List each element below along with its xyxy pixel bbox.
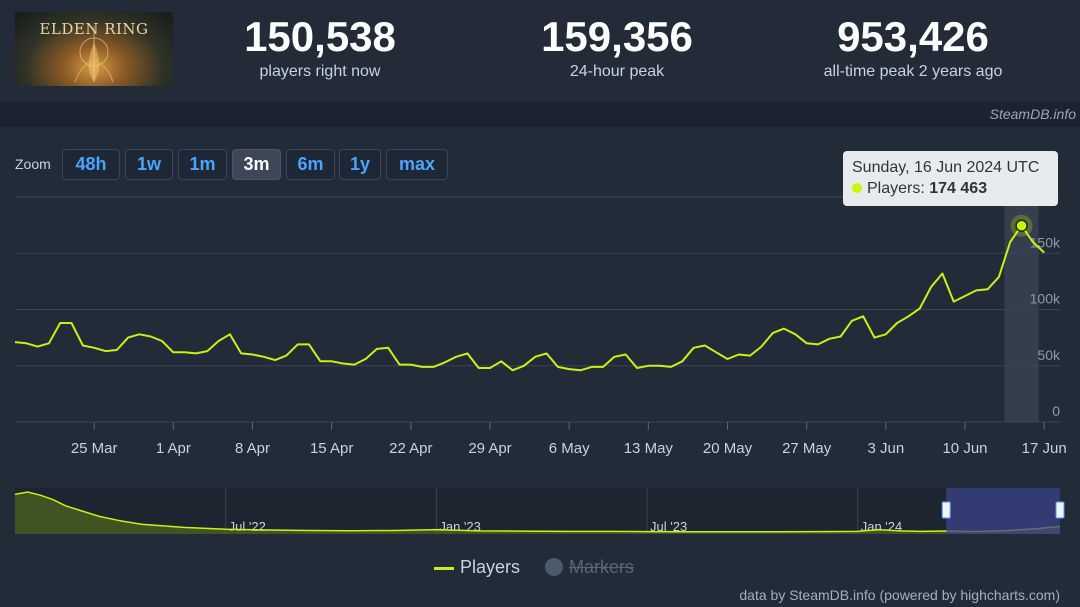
x-tick-label: 1 Apr: [156, 440, 191, 457]
navigator-selected-range[interactable]: [946, 488, 1060, 534]
navigator-handle-right[interactable]: [1055, 501, 1065, 519]
stat-label: all-time peak 2 years ago: [823, 63, 1003, 80]
chart-tooltip: Sunday, 16 Jun 2024 UTC Players: 174 463: [843, 151, 1058, 206]
legend-item-markers[interactable]: Markers: [545, 557, 634, 578]
legend-label-markers: Markers: [569, 557, 635, 577]
x-tick-label: 8 Apr: [235, 440, 270, 457]
game-logo-text: ELDEN RING: [39, 20, 149, 38]
tooltip-row: Players: 174 463: [852, 179, 1049, 199]
x-tick-label: 29 Apr: [468, 440, 511, 457]
navigator-x-label: Jul '23: [650, 519, 687, 534]
x-tick-label: 25 Mar: [71, 440, 118, 457]
stat-24h-peak: 159,356 24-hour peak: [487, 14, 747, 81]
y-tick-label: 50k: [1037, 347, 1061, 363]
tooltip-date: Sunday, 16 Jun 2024 UTC: [852, 159, 1040, 176]
players-series-line: [14, 224, 1045, 372]
stat-value: 159,356: [541, 13, 693, 60]
data-credit-link[interactable]: data by SteamDB.info (powered by highcha…: [739, 587, 1060, 603]
stat-value: 150,538: [244, 13, 396, 60]
stat-label: 24-hour peak: [569, 63, 665, 80]
tooltip-series-label: Players:: [867, 180, 925, 197]
stat-all-time-peak: 953,426 all-time peak 2 years ago: [783, 14, 1043, 81]
x-tick-label: 6 May: [549, 440, 590, 457]
zoom-1w-button[interactable]: 1w: [125, 149, 173, 180]
y-tick-label: 100k: [1030, 291, 1061, 307]
x-tick-label: 17 Jun: [1022, 440, 1067, 457]
x-tick-label: 10 Jun: [942, 440, 987, 457]
zoom-label: Zoom: [15, 156, 51, 172]
x-tick-label: 3 Jun: [867, 440, 904, 457]
navigator-background: [15, 488, 1060, 534]
y-tick-label: 0: [1052, 403, 1060, 419]
navigator-handle-left[interactable]: [941, 501, 951, 519]
zoom-1y-button[interactable]: 1y: [339, 149, 381, 180]
flame-art-icon: [74, 26, 114, 83]
legend-label-players: Players: [460, 557, 521, 577]
zoom-3m-button[interactable]: 3m: [232, 149, 281, 180]
stat-players-now: 150,538 players right now: [190, 14, 450, 81]
navigator-series-line: [14, 491, 1061, 533]
stats-header: ELDEN RING 150,538 players right now 159…: [0, 0, 1080, 102]
circle-symbol-icon: [545, 558, 563, 576]
line-symbol-icon: [434, 566, 454, 570]
x-tick-label: 20 May: [703, 440, 753, 457]
stat-label: players right now: [259, 63, 381, 80]
zoom-max-button[interactable]: max: [386, 149, 448, 180]
stat-value: 953,426: [837, 13, 989, 60]
steamdb-credit-link[interactable]: SteamDB.info: [989, 106, 1076, 122]
x-tick-label: 22 Apr: [389, 440, 432, 457]
x-tick-label: 27 May: [782, 440, 832, 457]
series-dot-icon: [852, 183, 862, 193]
hover-highlight-band: [1004, 197, 1039, 422]
legend-item-players[interactable]: Players: [434, 557, 520, 578]
navigator-series-area: [15, 492, 1060, 534]
hover-point-marker: [1015, 219, 1028, 232]
x-tick-label: 15 Apr: [310, 440, 353, 457]
zoom-48h-button[interactable]: 48h: [62, 149, 120, 180]
x-tick-label: 13 May: [624, 440, 674, 457]
game-logo[interactable]: ELDEN RING: [15, 12, 173, 86]
zoom-6m-button[interactable]: 6m: [286, 149, 335, 180]
zoom-1m-button[interactable]: 1m: [178, 149, 227, 180]
tooltip-value: 174 463: [929, 180, 988, 197]
